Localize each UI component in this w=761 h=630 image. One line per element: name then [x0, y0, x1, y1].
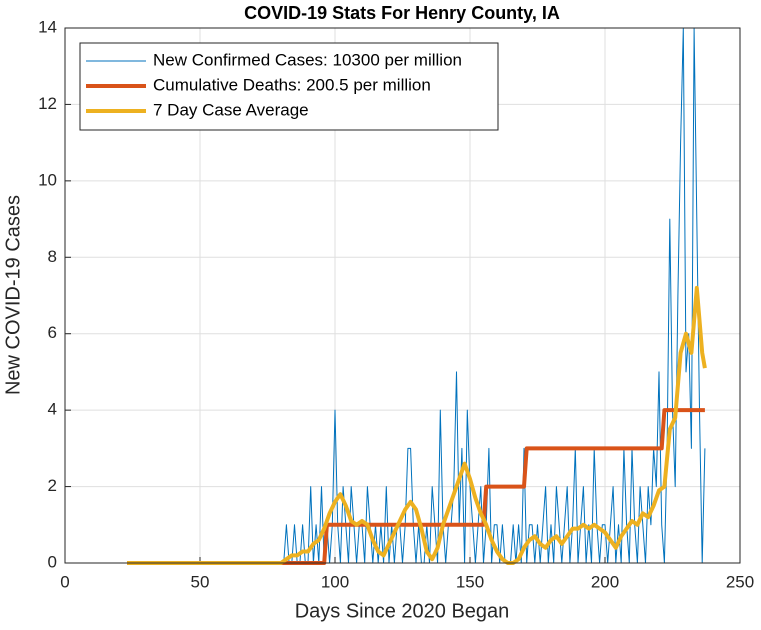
- legend-label: 7 Day Case Average: [153, 100, 309, 119]
- y-axis-label: New COVID-19 Cases: [2, 195, 24, 395]
- y-tick-label: 6: [48, 323, 57, 342]
- legend-box: [79, 42, 499, 131]
- y-tick-label: 0: [48, 552, 57, 571]
- x-tick-label: 100: [321, 572, 349, 591]
- x-tick-label: 150: [456, 572, 484, 591]
- x-tick-label: 50: [191, 572, 210, 591]
- series-line: [127, 408, 705, 565]
- legend-label: Cumulative Deaths: 200.5 per million: [153, 75, 431, 94]
- y-tick-label: 14: [38, 17, 57, 36]
- x-tick-label: 200: [591, 572, 619, 591]
- y-tick-label: 10: [38, 170, 57, 189]
- x-axis-label: Days Since 2020 Began: [295, 600, 510, 622]
- x-tick-label: 0: [60, 572, 69, 591]
- y-tick-label: 4: [48, 400, 57, 419]
- y-tick-label: 12: [38, 94, 57, 113]
- y-tick-label: 8: [48, 247, 57, 266]
- y-tick-label: 2: [48, 476, 57, 495]
- x-tick-label: 250: [726, 572, 754, 591]
- legend-label: New Confirmed Cases: 10300 per million: [153, 50, 462, 69]
- chart-title: COVID-19 Stats For Henry County, IA: [244, 3, 560, 23]
- axes-box: [64, 27, 741, 564]
- series-line: [127, 285, 707, 565]
